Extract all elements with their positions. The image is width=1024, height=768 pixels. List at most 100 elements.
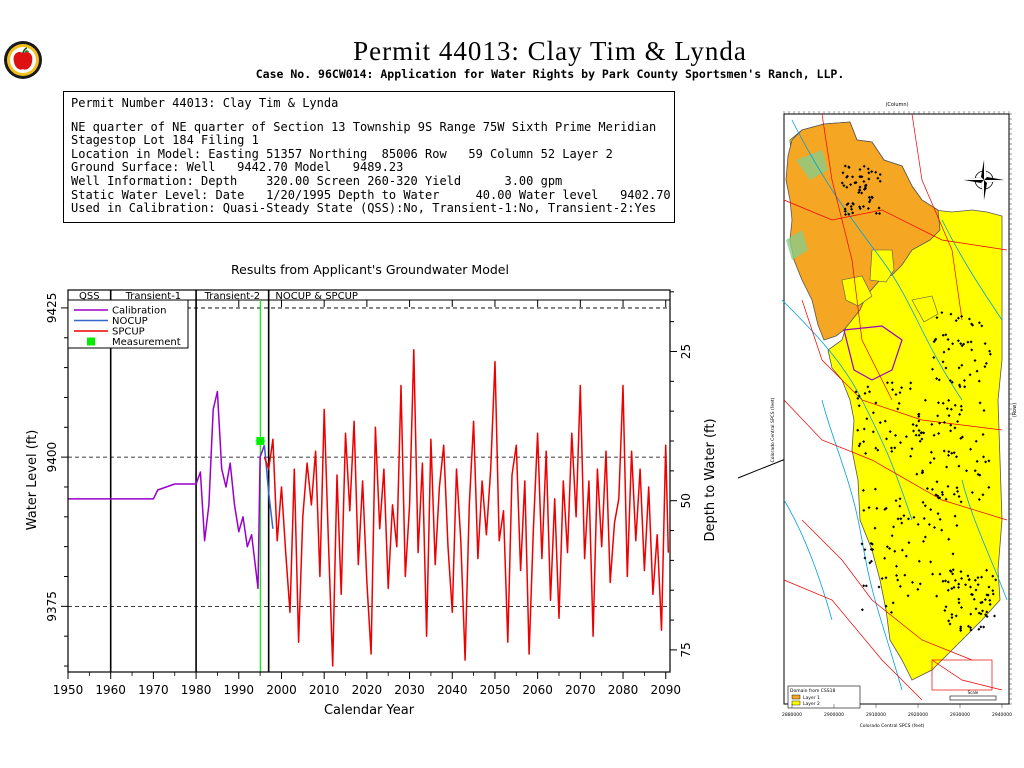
well-marker: [943, 609, 947, 613]
legend-label: NOCUP: [112, 316, 148, 327]
apple-seal-icon: [4, 41, 42, 79]
well-marker: [889, 610, 893, 614]
well-marker: [928, 461, 932, 465]
well-marker: [951, 552, 955, 556]
well-marker: [953, 426, 957, 430]
well-marker: [960, 344, 964, 348]
x-tick-label: 2090: [650, 683, 681, 697]
well-marker: [944, 579, 948, 583]
well-marker: [893, 446, 897, 450]
info-line-ground-surface: Ground Surface: Well 9442.70 Model 9489.…: [71, 160, 404, 175]
well-marker: [954, 614, 958, 618]
map-legend-title: Domain from CSS18: [790, 688, 836, 694]
well-marker: [907, 541, 911, 545]
well-marker: [975, 369, 979, 373]
well-marker: [868, 561, 872, 565]
well-marker: [953, 578, 957, 582]
well-marker: [871, 430, 875, 434]
chart-title: Results from Applicant's Groundwater Mod…: [231, 262, 509, 277]
well-marker: [883, 507, 887, 511]
well-marker: [864, 451, 868, 455]
map-top-axis-label: (Column): [885, 102, 908, 108]
well-marker: [890, 381, 894, 385]
well-marker: [960, 435, 964, 439]
well-marker: [979, 612, 983, 616]
well-marker: [994, 578, 998, 582]
well-marker: [940, 311, 944, 315]
well-marker: [938, 421, 942, 425]
map-bottom-tick-label: 2930000: [950, 712, 970, 718]
well-marker: [917, 429, 921, 433]
well-marker: [862, 440, 866, 444]
well-marker: [942, 350, 946, 354]
well-marker: [950, 615, 954, 619]
well-marker: [978, 473, 982, 477]
well-marker: [982, 455, 986, 459]
well-marker: [894, 433, 898, 437]
well-marker: [959, 342, 963, 346]
well-marker: [863, 186, 867, 190]
well-marker: [925, 486, 929, 490]
well-marker: [987, 459, 991, 463]
well-marker: [984, 460, 988, 464]
well-marker: [917, 412, 921, 416]
well-marker: [840, 181, 844, 185]
well-marker: [847, 212, 851, 216]
well-marker: [957, 464, 961, 468]
well-marker: [960, 314, 964, 318]
well-marker: [841, 171, 845, 175]
info-line-static-water: Static Water Level: Date 1/20/1995 Depth…: [71, 187, 671, 202]
well-marker: [857, 191, 861, 195]
period-label: QSS: [79, 291, 100, 302]
well-marker: [888, 430, 892, 434]
well-marker: [967, 578, 971, 582]
well-marker: [911, 423, 915, 427]
map-bottom-tick-label: 2920000: [908, 712, 928, 718]
well-marker: [917, 559, 921, 563]
map-bottom-tick-label: 2900000: [824, 712, 844, 718]
well-marker: [922, 539, 926, 543]
well-marker: [983, 342, 987, 346]
well-marker: [904, 435, 908, 439]
well-marker: [935, 594, 939, 598]
well-marker: [877, 206, 881, 210]
well-marker: [917, 414, 921, 418]
well-marker: [884, 506, 888, 510]
well-marker: [857, 394, 861, 398]
well-marker: [946, 337, 950, 341]
well-marker: [940, 490, 944, 494]
well-marker: [940, 528, 944, 532]
x-tick-label: 1950: [53, 683, 84, 697]
well-marker: [858, 185, 862, 189]
legend-label: Calibration: [112, 306, 166, 317]
well-marker: [874, 446, 878, 450]
well-marker: [927, 522, 931, 526]
well-marker: [980, 600, 984, 604]
well-marker: [929, 508, 933, 512]
well-marker: [842, 184, 846, 188]
well-marker: [912, 515, 916, 519]
well-marker: [960, 576, 964, 580]
map-legend-layer1: Layer 1: [803, 695, 820, 701]
well-marker: [866, 167, 870, 171]
well-marker: [936, 414, 940, 418]
map-scale-bar: [949, 695, 997, 701]
permit-info-box: Permit Number 44013: Clay Tim & Lynda NE…: [63, 91, 675, 223]
well-marker: [981, 609, 985, 613]
well-marker: [917, 419, 921, 423]
info-line-model-location: Location in Model: Easting 51357 Northin…: [71, 146, 613, 161]
well-marker: [979, 601, 983, 605]
well-marker: [974, 588, 978, 592]
well-marker: [910, 447, 914, 451]
well-marker: [858, 442, 862, 446]
well-marker: [948, 622, 952, 626]
y-right-tick-label: 75: [679, 642, 693, 657]
x-tick-label: 2020: [352, 683, 383, 697]
well-marker: [896, 578, 900, 582]
map-legend-layer2: Layer 2: [803, 701, 820, 707]
well-marker: [859, 175, 863, 179]
well-marker: [845, 175, 849, 179]
well-marker: [860, 191, 864, 195]
well-marker: [896, 517, 900, 521]
well-marker: [912, 429, 916, 433]
